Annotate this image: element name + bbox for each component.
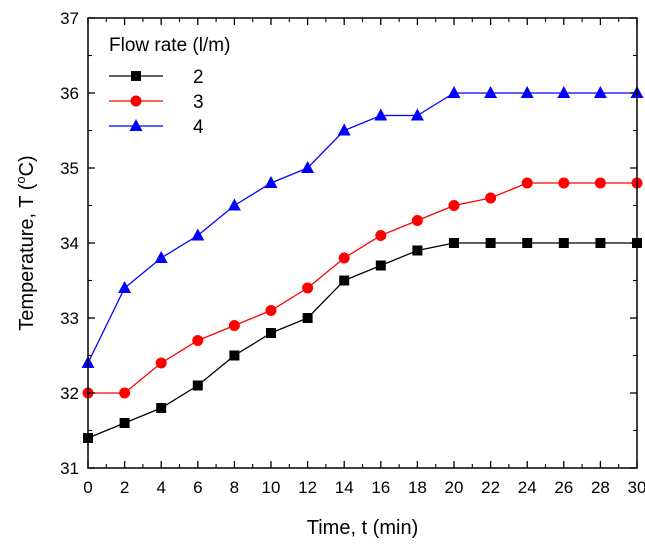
data-point <box>191 228 205 241</box>
legend-label: 2 <box>193 67 204 88</box>
data-point <box>301 161 315 173</box>
y-tick-label: 33 <box>60 309 79 328</box>
series-3 <box>82 177 643 399</box>
legend-marker <box>131 71 141 81</box>
x-tick-label: 26 <box>554 478 573 497</box>
data-point <box>595 238 606 248</box>
data-point <box>449 238 459 248</box>
y-axis-title: Temperature, T (oC) <box>13 155 38 330</box>
x-tick-label: 0 <box>83 478 92 497</box>
data-point <box>155 357 167 369</box>
x-tick-label: 24 <box>518 478 537 497</box>
data-point <box>448 200 460 211</box>
data-point <box>227 198 241 211</box>
legend-item-4: 4 <box>109 117 204 138</box>
data-point <box>266 328 276 338</box>
data-point <box>375 230 387 241</box>
y-tick-label: 35 <box>60 159 79 178</box>
y-tick-label: 32 <box>60 384 79 403</box>
x-tick-label: 20 <box>445 478 464 497</box>
y-tick-label: 37 <box>60 9 79 28</box>
data-point <box>302 282 314 294</box>
y-tick-label: 31 <box>60 459 79 478</box>
x-axis-title: Time, t (min) <box>307 517 418 539</box>
y-axis-title-degree: o <box>13 176 28 183</box>
legend-item-2: 2 <box>109 67 204 88</box>
x-tick-label: 2 <box>120 478 129 497</box>
x-tick-label: 30 <box>628 478 645 497</box>
data-point <box>375 260 386 271</box>
data-point <box>520 86 534 98</box>
data-point <box>485 238 496 248</box>
data-point <box>522 238 533 248</box>
x-tick-label: 14 <box>335 478 354 497</box>
data-point <box>228 320 240 331</box>
x-tick-label: 12 <box>298 478 317 497</box>
y-axis-title-main: Temperature, T ( <box>16 183 38 330</box>
x-tick-label: 4 <box>156 478 165 497</box>
data-point <box>447 86 461 98</box>
data-point <box>339 275 350 286</box>
data-point <box>119 418 130 428</box>
x-tick-label: 8 <box>230 478 239 497</box>
data-point <box>485 192 497 204</box>
data-point <box>156 403 167 413</box>
series-layer <box>81 86 644 443</box>
data-point <box>192 380 203 391</box>
data-point <box>337 123 351 136</box>
y-tick-label: 36 <box>60 84 79 103</box>
data-point <box>119 387 131 399</box>
data-point <box>302 313 313 323</box>
data-point <box>521 177 533 189</box>
data-point <box>118 281 132 293</box>
data-point <box>484 86 498 98</box>
data-point <box>192 335 204 346</box>
axes-layer: 0 2 4 6 8 10 12 14 16 18 20 22 24 26 28 303132333435363… <box>60 9 645 497</box>
data-point <box>265 305 277 316</box>
data-point <box>154 251 168 263</box>
series-line-4 <box>87 92 637 364</box>
data-point <box>410 108 424 121</box>
x-tick-label: 6 <box>193 478 202 497</box>
data-point <box>593 86 607 98</box>
data-point <box>229 350 240 361</box>
y-axis-title-unit: C) <box>16 155 38 176</box>
legend-item-3: 3 <box>109 92 204 113</box>
x-tick-label: 10 <box>262 478 281 497</box>
series-line-2 <box>87 242 637 439</box>
data-point <box>558 177 570 189</box>
legend: Flow rate (l/m) 2 3 4 <box>109 35 230 138</box>
series-4 <box>81 86 644 368</box>
x-tick-label: 16 <box>371 478 390 497</box>
x-tick-label: 28 <box>591 478 610 497</box>
data-point <box>594 177 606 189</box>
data-point <box>338 252 350 264</box>
data-point <box>412 245 423 256</box>
data-point <box>374 108 388 121</box>
data-point <box>264 176 278 188</box>
legend-marker <box>130 95 142 107</box>
series-line-3 <box>88 182 637 394</box>
data-point <box>558 238 569 248</box>
legend-label: 3 <box>193 92 204 113</box>
y-tick-label: 34 <box>60 234 79 253</box>
x-tick-label: 18 <box>408 478 427 497</box>
x-tick-label: 22 <box>481 478 500 497</box>
legend-title: Flow rate (l/m) <box>109 35 230 56</box>
data-point <box>557 86 571 98</box>
legend-label: 4 <box>193 117 204 138</box>
data-point <box>411 215 423 226</box>
legend-marker <box>129 119 143 131</box>
